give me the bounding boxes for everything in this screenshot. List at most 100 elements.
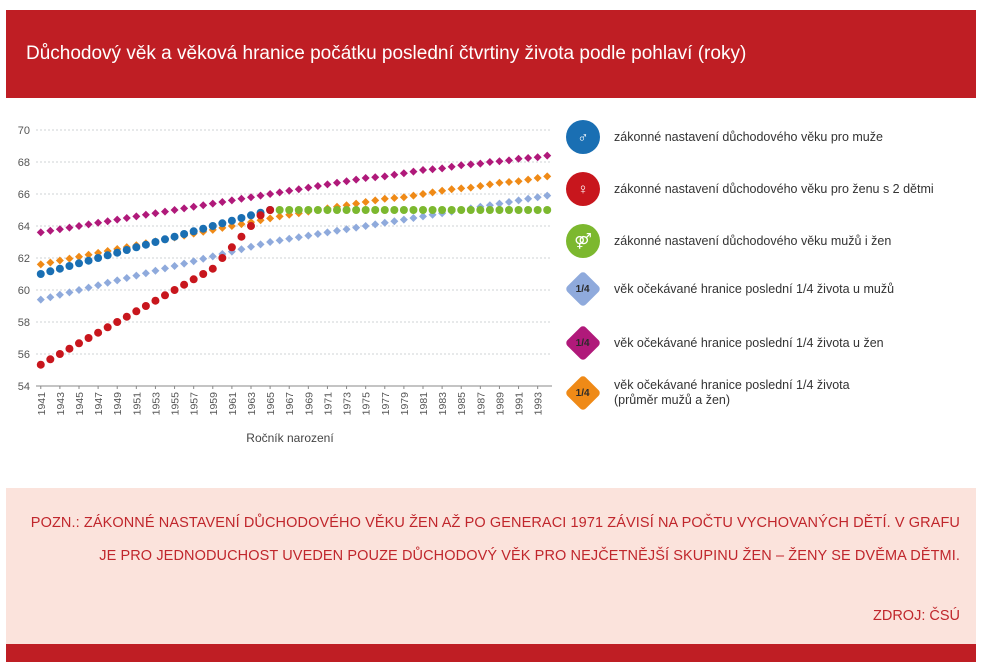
- data-point: [371, 206, 380, 214]
- header-banner: Důchodový věk a věková hranice počátku p…: [6, 10, 976, 98]
- data-point: [333, 226, 341, 235]
- x-tick-label: 1983: [437, 392, 449, 416]
- data-point: [476, 206, 485, 214]
- data-point: [495, 199, 504, 208]
- data-point: [65, 262, 74, 270]
- data-point: [247, 193, 255, 202]
- data-point: [103, 323, 112, 332]
- data-point: [75, 339, 83, 348]
- x-tick-label: 1971: [322, 392, 334, 416]
- data-point: [55, 225, 64, 234]
- data-point: [495, 157, 504, 166]
- data-point: [208, 222, 217, 230]
- data-point: [409, 167, 418, 176]
- chart: 54 56 58 60 62 64 66 68 70 1941 1943 1945 1947 1949 19…: [18, 125, 552, 445]
- data-point: [457, 161, 466, 170]
- data-point: [438, 164, 447, 173]
- data-point: [94, 218, 103, 227]
- data-point: [390, 170, 399, 179]
- data-point: [46, 258, 55, 267]
- y-tick-label: 70: [18, 125, 30, 137]
- x-tick-label: 1961: [227, 392, 239, 416]
- y-tick-label: 64: [18, 221, 30, 233]
- legend-item: ⚤ zákonné nastavení důchodového věku mužů…: [566, 224, 891, 258]
- data-point: [505, 178, 513, 186]
- note-text: POZN.: ZÁKONNÉ NASTAVENÍ DŮCHODOVÉHO VĚK…: [30, 515, 960, 564]
- data-point: [361, 222, 370, 230]
- data-point: [208, 199, 217, 208]
- legend-item: ♀ zákonné nastavení důchodového věku pro …: [566, 172, 934, 206]
- data-point: [399, 206, 408, 214]
- y-tick-label: 66: [18, 189, 30, 201]
- x-tick-label: 1945: [74, 392, 86, 416]
- legend-item: 1/4 věk očekávané hranice poslední 1/4 ži…: [564, 374, 850, 412]
- data-point: [352, 199, 361, 208]
- x-tick-label: 1973: [342, 392, 354, 416]
- data-point: [285, 206, 294, 214]
- data-point: [218, 219, 227, 228]
- data-point: [170, 286, 179, 294]
- data-point: [46, 293, 55, 302]
- data-point: [266, 238, 275, 246]
- data-point: [304, 183, 313, 192]
- data-point: [485, 180, 494, 189]
- data-point: [84, 256, 93, 265]
- x-tick-label: 1949: [112, 392, 124, 416]
- data-point: [380, 194, 389, 203]
- data-point: [189, 202, 198, 211]
- y-tick-label: 62: [18, 253, 30, 265]
- data-point: [476, 182, 485, 190]
- data-point: [46, 267, 55, 276]
- data-point: [390, 206, 399, 214]
- y-tick-label: 54: [18, 381, 30, 393]
- data-point: [333, 178, 341, 187]
- data-point: [294, 206, 303, 214]
- data-point: [199, 201, 208, 210]
- legend-label: zákonné nastavení důchodového věku pro m…: [614, 129, 883, 144]
- data-point: [380, 172, 389, 181]
- data-point: [36, 270, 45, 278]
- data-point: [313, 182, 322, 190]
- data-point: [466, 206, 475, 214]
- data-point: [113, 276, 122, 285]
- data-point: [447, 185, 456, 194]
- data-point: [294, 185, 303, 194]
- legend-icon-glyph: ♂: [577, 128, 589, 146]
- x-tick-label: 1955: [170, 392, 182, 416]
- data-point: [94, 328, 103, 337]
- data-point: [275, 212, 284, 221]
- data-point: [256, 191, 265, 200]
- data-point: [438, 206, 447, 214]
- data-point: [266, 214, 275, 223]
- x-tick-label: 1957: [189, 392, 201, 416]
- legend-label: zákonné nastavení důchodového věku pro ž…: [614, 181, 934, 196]
- data-point: [247, 242, 255, 251]
- data-point: [65, 254, 74, 263]
- data-point: [113, 248, 122, 257]
- data-point: [457, 184, 466, 193]
- data-point: [141, 302, 150, 310]
- data-point: [218, 198, 227, 206]
- quarter-diamond-icon: 1/4: [564, 374, 602, 412]
- data-point: [103, 251, 112, 260]
- data-point: [199, 224, 208, 233]
- footer-bar: [6, 644, 976, 662]
- data-point: [170, 262, 179, 270]
- data-point: [237, 245, 246, 254]
- data-point: [122, 214, 131, 222]
- data-point: [466, 183, 475, 192]
- legend-label: zákonné nastavení důchodového věku mužů …: [614, 233, 892, 248]
- x-tick-label: 1975: [361, 392, 373, 416]
- legend-label: věk očekávané hranice poslední 1/4 život…: [614, 335, 884, 350]
- data-point: [409, 214, 418, 222]
- data-point: [199, 270, 208, 278]
- data-point: [275, 236, 284, 245]
- data-point: [36, 260, 45, 269]
- quarter-diamond-icon: 1/4: [564, 270, 602, 308]
- data-point: [180, 230, 189, 238]
- data-point: [428, 188, 437, 197]
- data-point: [36, 228, 45, 237]
- data-point: [55, 290, 64, 299]
- data-point: [189, 275, 198, 284]
- data-point: [55, 350, 64, 358]
